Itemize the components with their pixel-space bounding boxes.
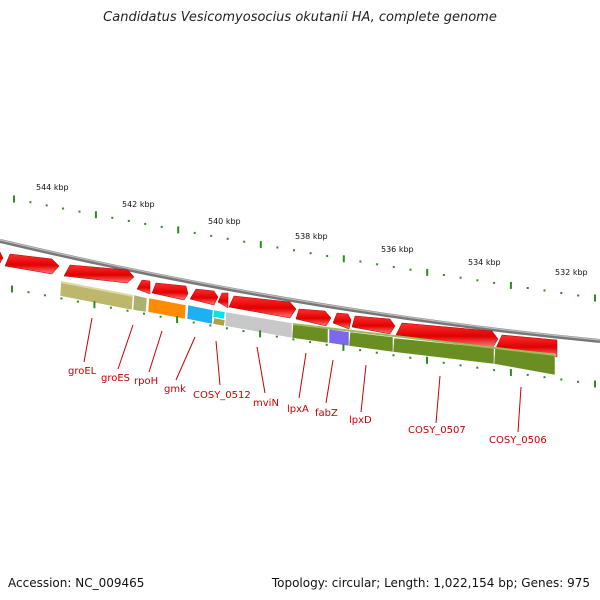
cog-bars <box>59 280 556 376</box>
gene-arrow[interactable] <box>495 334 558 358</box>
gene-label[interactable]: groEL <box>68 366 97 377</box>
kbp-label: 540 kbp <box>208 217 241 226</box>
gene-arrow[interactable] <box>228 295 297 319</box>
genome-backbone <box>0 239 600 343</box>
gene-arrow[interactable] <box>332 312 352 330</box>
accession-label: Accession: NC_009465 <box>8 576 145 590</box>
gene-label[interactable]: rpoH <box>134 376 158 387</box>
genome-title: Candidatus Vesicomyosocius okutanii HA, … <box>103 10 497 25</box>
gene-arrow[interactable] <box>295 308 332 327</box>
gene-label[interactable]: groES <box>101 373 130 384</box>
gene-arrow[interactable] <box>63 264 135 284</box>
gene-label[interactable]: mviN <box>253 398 279 409</box>
gene-label[interactable]: fabZ <box>315 408 338 419</box>
gene-label[interactable]: lpxD <box>349 415 372 426</box>
gene-label[interactable]: COSY_0507 <box>408 425 466 436</box>
gene-label[interactable]: COSY_0512 <box>193 390 251 401</box>
gene-arrow[interactable] <box>189 288 219 306</box>
leader-lines <box>83 317 522 433</box>
ruler-outer <box>13 195 596 302</box>
gene-label[interactable]: gmk <box>164 384 186 395</box>
cog-bar[interactable] <box>212 317 226 327</box>
gene-arrows <box>0 251 558 358</box>
gene-arrow[interactable] <box>217 292 229 309</box>
gene-arrow[interactable] <box>395 322 499 348</box>
cog-bar[interactable] <box>186 304 214 325</box>
kbp-label: 538 kbp <box>295 232 328 241</box>
kbp-label: 544 kbp <box>36 183 69 192</box>
gene-arrow[interactable] <box>0 251 4 264</box>
gene-label[interactable]: lpxA <box>287 404 309 415</box>
gene-label[interactable]: COSY_0506 <box>489 435 547 446</box>
gene-arrow[interactable] <box>4 253 60 275</box>
gene-labels: groEL groES rpoH gmk COSY_0512 mviN lpxA… <box>68 366 547 446</box>
kbp-label: 532 kbp <box>555 268 588 277</box>
kbp-labels: 544 kbp 542 kbp 540 kbp 538 kbp 536 kbp … <box>36 183 588 277</box>
cog-bar[interactable] <box>147 297 187 320</box>
cog-bar[interactable] <box>132 294 148 313</box>
gene-arrow[interactable] <box>351 315 396 335</box>
gene-arrow[interactable] <box>151 282 189 301</box>
cog-bar[interactable] <box>59 280 134 311</box>
kbp-label: 542 kbp <box>122 200 155 209</box>
ruler-inner <box>11 285 596 388</box>
genome-summary: Topology: circular; Length: 1,022,154 bp… <box>271 576 590 590</box>
kbp-label: 534 kbp <box>468 258 501 267</box>
cog-bar[interactable] <box>328 328 350 347</box>
cog-bar[interactable] <box>212 309 226 320</box>
kbp-label: 536 kbp <box>381 245 414 254</box>
gene-arrow[interactable] <box>136 279 151 295</box>
